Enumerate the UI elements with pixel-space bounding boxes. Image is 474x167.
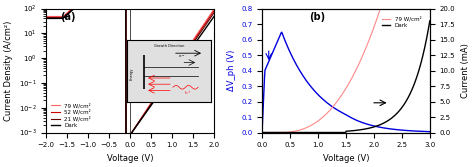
79 W/cm² bbox=[123, 138, 129, 140]
52 W/cm² bbox=[44, 16, 49, 18]
Dark bbox=[381, 122, 387, 124]
21 W/cm² bbox=[211, 12, 217, 14]
79 W/cm² bbox=[111, 0, 117, 2]
X-axis label: Voltage (V): Voltage (V) bbox=[107, 154, 154, 163]
Dark bbox=[118, 0, 123, 2]
Dark bbox=[111, 0, 117, 2]
21 W/cm² bbox=[61, 17, 66, 19]
Dark bbox=[61, 17, 66, 19]
21 W/cm² bbox=[159, 88, 164, 90]
21 W/cm² bbox=[123, 139, 129, 141]
52 W/cm² bbox=[123, 139, 129, 141]
52 W/cm² bbox=[78, 0, 84, 2]
Dark bbox=[279, 131, 285, 133]
52 W/cm² bbox=[111, 0, 117, 2]
21 W/cm² bbox=[111, 0, 117, 2]
Dark bbox=[211, 16, 217, 18]
Dark bbox=[427, 20, 433, 22]
21 W/cm² bbox=[44, 17, 49, 19]
79 W/cm² bbox=[44, 16, 49, 18]
52 W/cm² bbox=[211, 10, 217, 12]
Legend: 79 W/cm², Dark: 79 W/cm², Dark bbox=[380, 14, 424, 30]
Line: Dark: Dark bbox=[262, 21, 430, 132]
Dark bbox=[178, 63, 183, 65]
52 W/cm² bbox=[61, 16, 66, 18]
Line: 52 W/cm²: 52 W/cm² bbox=[46, 1, 214, 140]
Text: (b): (b) bbox=[309, 12, 325, 22]
Dark bbox=[259, 131, 265, 133]
79 W/cm² bbox=[159, 86, 164, 88]
79 W/cm² bbox=[314, 121, 319, 123]
79 W/cm² bbox=[77, 0, 83, 2]
52 W/cm² bbox=[178, 59, 183, 61]
Dark bbox=[365, 128, 370, 130]
Legend: 79 W/cm², 52 W/cm², 21 W/cm², Dark: 79 W/cm², 52 W/cm², 21 W/cm², Dark bbox=[49, 101, 93, 130]
21 W/cm² bbox=[174, 65, 180, 67]
79 W/cm² bbox=[326, 111, 331, 113]
79 W/cm² bbox=[61, 15, 66, 17]
Line: 21 W/cm²: 21 W/cm² bbox=[46, 1, 214, 140]
Dark bbox=[314, 131, 319, 133]
Dark bbox=[80, 0, 85, 2]
21 W/cm² bbox=[118, 0, 123, 2]
Y-axis label: Current Density (A/cm²): Current Density (A/cm²) bbox=[4, 20, 13, 121]
Dark bbox=[380, 122, 386, 124]
52 W/cm² bbox=[174, 64, 180, 66]
21 W/cm² bbox=[178, 61, 183, 63]
Dark bbox=[174, 67, 180, 69]
52 W/cm² bbox=[159, 87, 164, 89]
79 W/cm² bbox=[259, 131, 265, 133]
79 W/cm² bbox=[279, 131, 285, 133]
Line: 79 W/cm²: 79 W/cm² bbox=[262, 0, 430, 132]
Y-axis label: Current (mA): Current (mA) bbox=[461, 43, 470, 98]
21 W/cm² bbox=[79, 0, 85, 2]
79 W/cm² bbox=[211, 8, 217, 10]
Dark bbox=[123, 140, 129, 142]
Y-axis label: ΔV_ph (V): ΔV_ph (V) bbox=[227, 50, 236, 91]
79 W/cm² bbox=[118, 0, 123, 2]
Dark bbox=[44, 17, 49, 19]
Dark bbox=[326, 131, 331, 133]
X-axis label: Voltage (V): Voltage (V) bbox=[323, 154, 369, 163]
52 W/cm² bbox=[118, 0, 123, 2]
79 W/cm² bbox=[174, 62, 180, 64]
Text: (a): (a) bbox=[60, 12, 75, 22]
Line: Dark: Dark bbox=[46, 1, 214, 141]
Line: 79 W/cm²: 79 W/cm² bbox=[46, 1, 214, 139]
79 W/cm² bbox=[178, 58, 183, 60]
Dark bbox=[159, 89, 164, 91]
79 W/cm² bbox=[365, 43, 370, 45]
79 W/cm² bbox=[380, 0, 386, 1]
